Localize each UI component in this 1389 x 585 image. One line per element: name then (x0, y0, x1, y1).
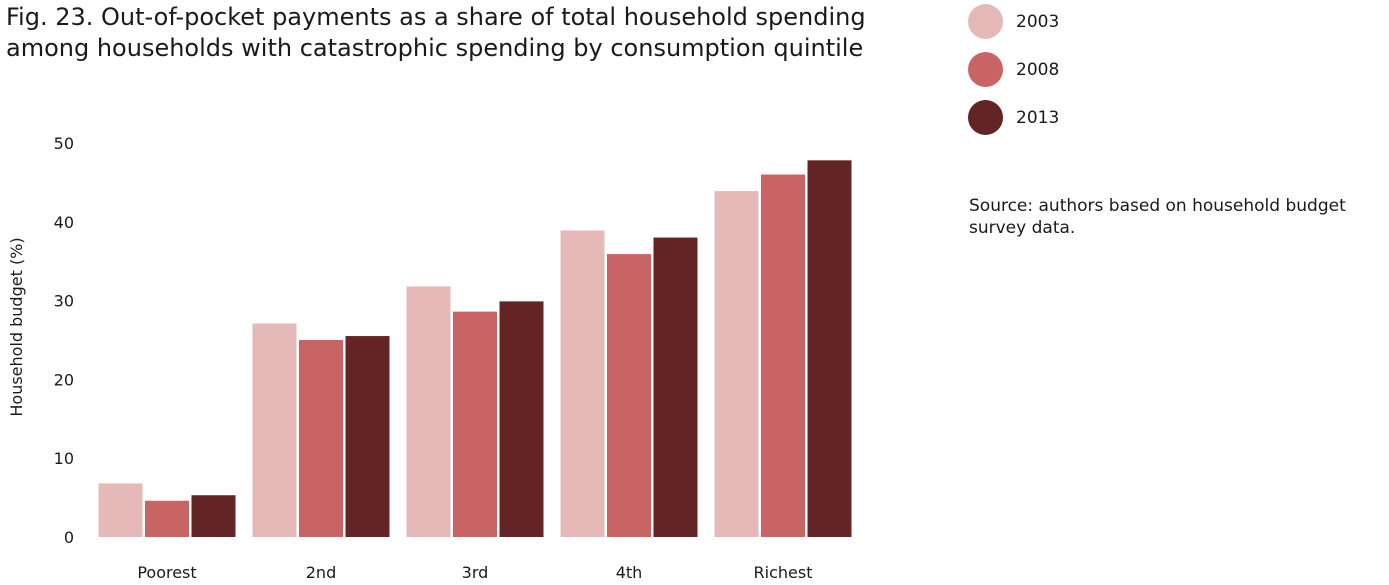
legend-label-2003: 2003 (1016, 12, 1060, 32)
x-axis-ticks: Poorest 2nd 3rd 4th Richest (137, 563, 812, 582)
x-tick-label: 2nd (306, 563, 336, 582)
y-tick-label: 40 (54, 213, 74, 232)
y-tick-label: 10 (54, 449, 74, 468)
bar-2003 (560, 230, 605, 537)
bar-2008 (761, 174, 805, 537)
source-note: Source: authors based on household budge… (969, 196, 1346, 238)
bar-2013 (345, 336, 390, 537)
bar-2008 (607, 254, 651, 537)
x-tick-label: 4th (616, 563, 643, 582)
bar-chart: 0 10 20 30 40 50 Poorest 2nd 3rd 4th Richest Hous… (7, 134, 852, 582)
x-tick-label: Richest (754, 563, 813, 582)
bar-2008 (453, 311, 497, 537)
x-tick-label: 3rd (462, 563, 489, 582)
bar-2013 (653, 237, 698, 537)
legend-swatch-2003 (968, 4, 1003, 39)
chart-title-line-1: Fig. 23. Out-of-pocket payments as a sha… (6, 3, 866, 31)
bar-2003 (98, 483, 143, 537)
bar-2013 (191, 495, 236, 537)
y-tick-label: 0 (64, 528, 74, 547)
bar-2008 (145, 500, 189, 537)
bars (98, 160, 852, 537)
legend-swatch-2008 (968, 52, 1003, 87)
y-tick-label: 50 (54, 134, 74, 153)
chart-title-line-2: among households with catastrophic spend… (6, 34, 864, 62)
y-tick-label: 20 (54, 370, 74, 389)
bar-2013 (499, 301, 544, 537)
chart-title: Fig. 23. Out-of-pocket payments as a sha… (6, 2, 906, 64)
x-tick-label: Poorest (137, 563, 196, 582)
bar-2003 (406, 286, 451, 537)
bar-2008 (299, 340, 343, 537)
bar-2003 (252, 323, 297, 537)
y-axis-label: Household budget (%) (7, 237, 26, 416)
legend-swatch-2013 (968, 100, 1003, 135)
legend-label-2008: 2008 (1016, 60, 1060, 80)
legend-label-2013: 2013 (1016, 108, 1060, 128)
bar-2013 (807, 160, 852, 537)
y-tick-label: 30 (54, 292, 74, 311)
bar-2003 (714, 191, 759, 537)
y-axis-ticks: 0 10 20 30 40 50 (54, 134, 74, 547)
